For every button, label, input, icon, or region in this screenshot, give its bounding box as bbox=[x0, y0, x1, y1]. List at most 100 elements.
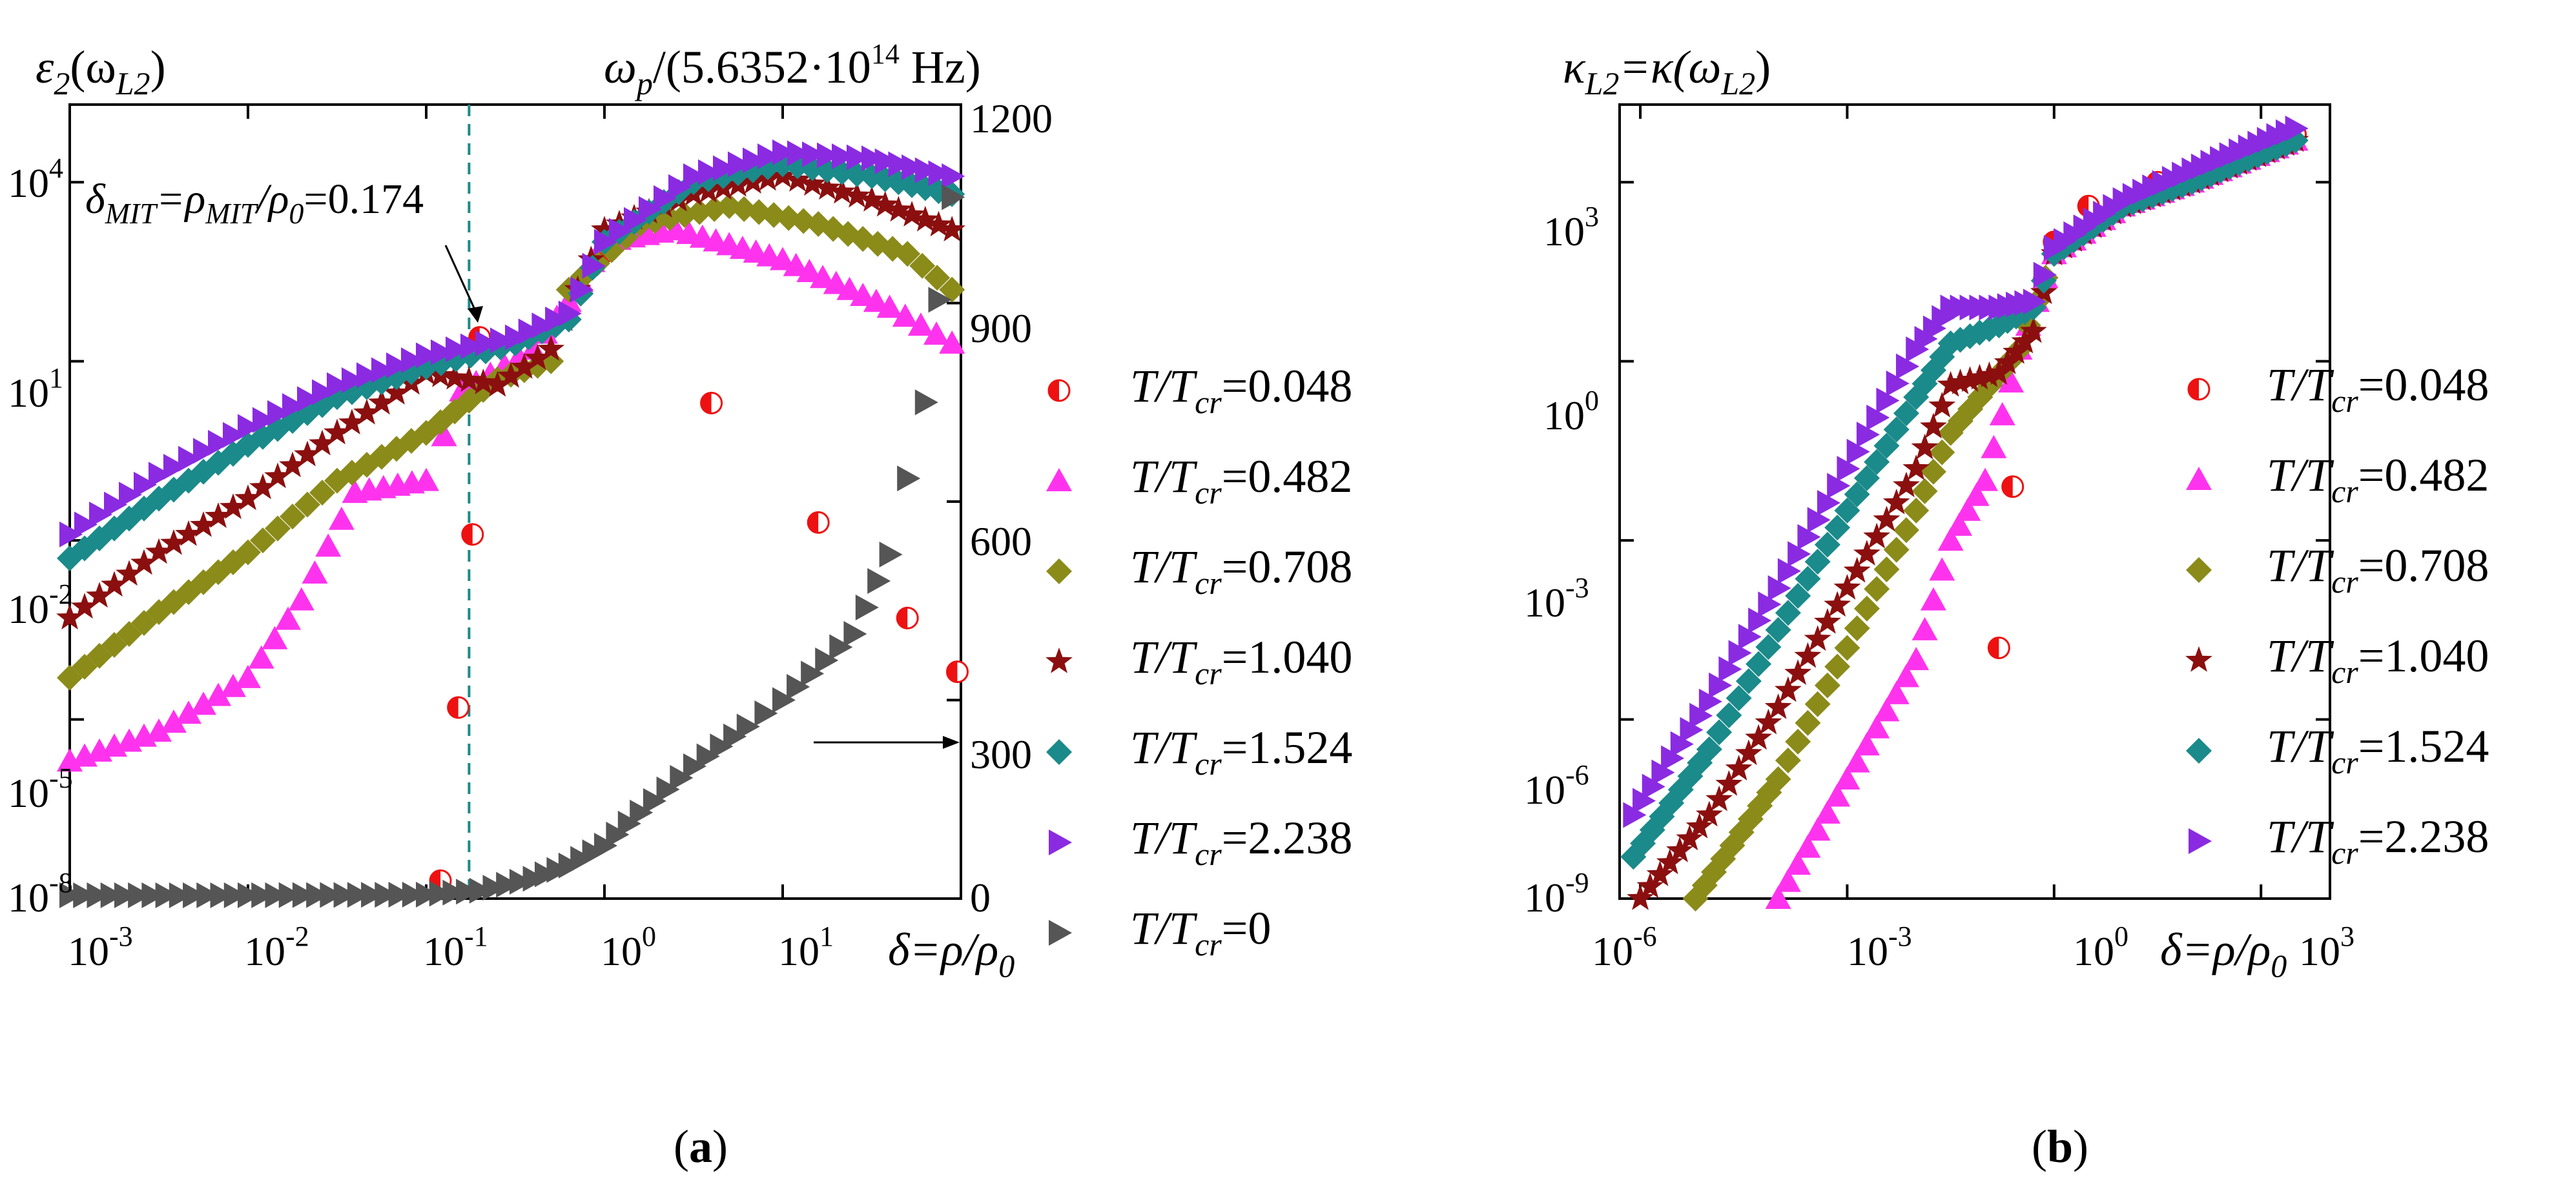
b-point-s1524 bbox=[1746, 651, 1772, 677]
legend-a-label-6: T/Tcr=0 bbox=[1130, 902, 1271, 963]
a-point-s0 bbox=[656, 776, 680, 802]
a-point-s2238 bbox=[817, 142, 840, 168]
a-point-s0 bbox=[251, 882, 275, 908]
b-point-s1040 bbox=[1882, 489, 1910, 514]
legend-a-item: T/Tcr=0.482 bbox=[1130, 451, 1352, 511]
b-point-s2238 bbox=[1651, 759, 1675, 786]
a-point-s1040 bbox=[353, 398, 380, 425]
a-point-s2238 bbox=[654, 185, 677, 211]
a-xtick-4: 101 bbox=[778, 921, 834, 974]
b-point-s2238 bbox=[2285, 115, 2309, 141]
b-point-s2238 bbox=[1895, 353, 1919, 380]
legend-b-marker-s1040 bbox=[2185, 646, 2212, 672]
a-point-s2238 bbox=[832, 143, 855, 170]
legend-b-marker-s048-fill bbox=[2189, 379, 2199, 400]
b-ytick-3: 10-6 bbox=[1524, 759, 1589, 813]
a-point-s2238 bbox=[178, 445, 201, 472]
b-point-s1040 bbox=[1824, 591, 1851, 617]
b-point-s2238 bbox=[1827, 473, 1851, 499]
a-point-s708 bbox=[280, 504, 305, 530]
a-point-s2238 bbox=[431, 339, 454, 365]
a-point-s2238 bbox=[386, 352, 409, 378]
b-point-s2238 bbox=[1807, 507, 1831, 533]
a-point-s048-fill bbox=[947, 661, 958, 682]
a-point-s0 bbox=[87, 882, 110, 908]
a-point-s2238 bbox=[475, 330, 499, 356]
a-point-s2238 bbox=[902, 154, 925, 181]
b-point-s708 bbox=[1804, 691, 1831, 717]
a-point-s2238 bbox=[223, 422, 246, 448]
b-point-s2238 bbox=[1680, 717, 1704, 743]
a-point-s2238 bbox=[59, 521, 83, 547]
a-point-s482 bbox=[863, 289, 889, 312]
a-ytick-3: 10-5 bbox=[8, 762, 73, 816]
b-point-s1524 bbox=[1775, 600, 1801, 626]
b-point-s708 bbox=[1873, 556, 1900, 583]
a-ytick-2: 10-2 bbox=[8, 578, 73, 632]
a-point-s1040 bbox=[56, 604, 83, 630]
a-point-s1040 bbox=[871, 190, 899, 217]
a-point-s2238 bbox=[570, 276, 594, 303]
b-point-s2238 bbox=[1767, 575, 1791, 602]
a-point-s1040 bbox=[885, 196, 912, 222]
a-right-axis-arrowhead bbox=[943, 736, 960, 749]
b-point-s2238 bbox=[1670, 731, 1694, 757]
caption-a: (a) bbox=[674, 1121, 728, 1172]
b-point-s1040 bbox=[1966, 363, 1994, 390]
legend-a-marker-s1040 bbox=[1046, 647, 1073, 673]
a-point-s0 bbox=[361, 882, 385, 908]
a-point-s0 bbox=[546, 857, 570, 883]
a-point-s2238 bbox=[119, 482, 142, 508]
b-point-s482 bbox=[1804, 817, 1831, 841]
a-point-s482 bbox=[275, 606, 302, 630]
a-point-s0 bbox=[482, 875, 506, 901]
a-point-s482 bbox=[205, 682, 231, 706]
a-point-s482 bbox=[836, 276, 863, 300]
a-point-s2238 bbox=[89, 502, 112, 528]
b-point-s482 bbox=[1834, 766, 1860, 790]
b-point-s2238 bbox=[1689, 702, 1713, 729]
a-point-s482 bbox=[191, 691, 216, 715]
a-point-s2238 bbox=[505, 324, 528, 351]
a-point-s482 bbox=[892, 303, 918, 327]
legend-a-item: T/Tcr=1.524 bbox=[1130, 722, 1352, 782]
b-point-s708 bbox=[1814, 672, 1840, 698]
a-point-s0 bbox=[928, 287, 952, 313]
b-x-axis-title: δ=ρ/ρ0 bbox=[2160, 924, 2287, 984]
a-point-s0 bbox=[169, 882, 192, 908]
a-point-s2238 bbox=[460, 333, 484, 360]
b-ytick-1: 100 bbox=[1543, 385, 1599, 438]
b-point-s1040 bbox=[1833, 574, 1861, 600]
b-point-s1040 bbox=[1937, 371, 1964, 397]
a-point-s2238 bbox=[847, 144, 870, 170]
b-point-s2238 bbox=[1886, 371, 1910, 397]
legend-b-label-0: T/Tcr=0.048 bbox=[2267, 359, 2489, 419]
a-point-s482 bbox=[146, 718, 172, 742]
a-point-s1040 bbox=[160, 529, 187, 555]
a-point-s1040 bbox=[294, 440, 321, 467]
b-point-s482 bbox=[1844, 749, 1870, 773]
b-point-s2238 bbox=[1718, 656, 1742, 682]
a-point-s2238 bbox=[698, 159, 721, 185]
a-point-s0 bbox=[442, 879, 466, 906]
b-point-s1040 bbox=[1755, 708, 1782, 735]
b-point-s1040 bbox=[1784, 659, 1812, 685]
a-point-s0 bbox=[416, 881, 439, 908]
a-point-s1040 bbox=[205, 502, 232, 528]
legend-a-marker-s708 bbox=[1046, 558, 1072, 584]
a-mit-annotation: δMIT=ρMIT/ρ0=0.174 bbox=[85, 176, 424, 230]
a-point-s0 bbox=[723, 723, 747, 749]
a-point-s0 bbox=[456, 879, 480, 905]
a-point-s2238 bbox=[74, 511, 98, 538]
a-point-s1040 bbox=[130, 549, 158, 575]
a-point-s2238 bbox=[639, 196, 662, 222]
a-point-s482 bbox=[302, 560, 328, 584]
legend-a-label-0: T/Tcr=0.048 bbox=[1130, 360, 1352, 420]
a-point-s0 bbox=[388, 882, 412, 908]
b-point-s2238 bbox=[1758, 591, 1782, 618]
b-point-s1524 bbox=[2216, 154, 2243, 180]
a-point-s482 bbox=[315, 533, 342, 557]
b-point-s1040 bbox=[1920, 413, 1947, 439]
b-point-s1524 bbox=[1883, 416, 1910, 443]
legend-b-label-4: T/Tcr=1.524 bbox=[2267, 720, 2489, 780]
